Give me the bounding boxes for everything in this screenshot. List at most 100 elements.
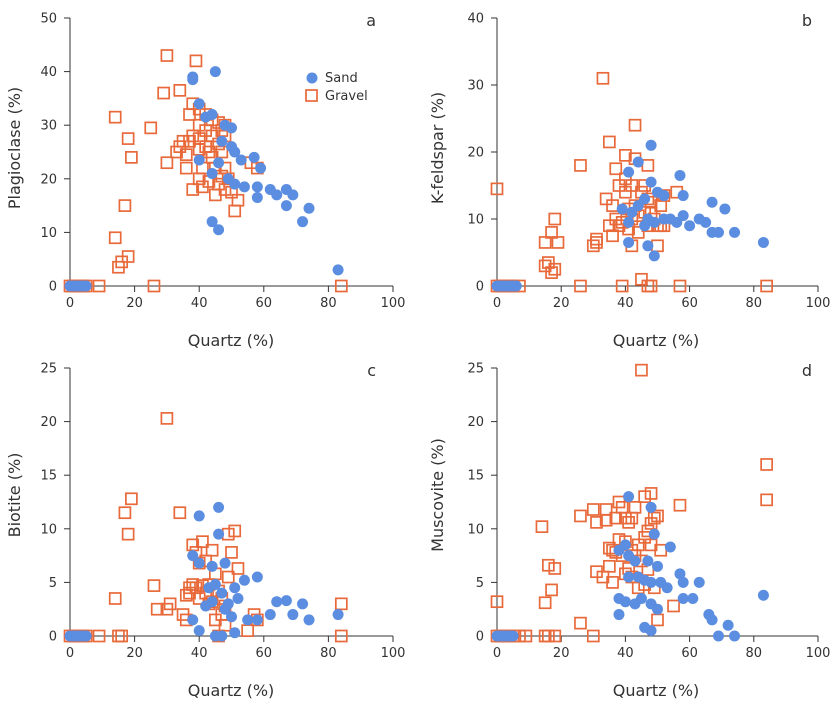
panel-a-gravel-point <box>186 129 200 143</box>
panel-a-y-tick-label: 30 <box>40 119 57 134</box>
panel-a-gravel-point <box>179 148 193 162</box>
panel-a-sand-point <box>332 264 344 276</box>
panel-b-x-tick-label: 0 <box>493 296 501 311</box>
panel-a-sand-point <box>209 66 221 78</box>
panel-a-x-tick-label: 0 <box>66 296 74 311</box>
panel-c-gravel-point <box>334 597 348 611</box>
panel-c-x-tick-label: 40 <box>191 646 208 661</box>
panel-d-sand-point <box>623 491 635 503</box>
panel-a-y-tick-label: 10 <box>40 226 57 241</box>
panel-b-gravel-point <box>602 219 616 233</box>
panel-d-sand-point <box>629 555 641 567</box>
panel-c-sand-point <box>193 625 205 637</box>
panel-d-sand-point <box>619 596 631 608</box>
panel-c-gravel-point <box>225 546 238 559</box>
panel-c-gravel-point <box>218 618 232 632</box>
panel-c-sand-point <box>193 557 205 569</box>
panel-d-x-tick-label: 20 <box>553 646 570 661</box>
panel-c-sand-point <box>226 611 237 623</box>
panel-d-x-tick-label: 40 <box>617 646 634 661</box>
panel-d-x-tick-label: 60 <box>681 646 698 661</box>
panel-d-gravel-point <box>760 493 773 507</box>
panel-d-sand-point <box>619 539 631 551</box>
panel-c-x-tick-label: 0 <box>66 646 74 661</box>
panel-a-x-axis-title: Quartz (%) <box>188 331 275 350</box>
panel-b-sand-point <box>632 156 644 168</box>
panel-d-gravel-point <box>538 596 552 610</box>
panel-c-sand-point <box>232 592 244 604</box>
panel-a-sand-point <box>271 189 283 201</box>
panel-c-sand-point <box>280 595 292 607</box>
panel-b-sand-point <box>712 226 724 238</box>
panel-a-gravel-point <box>334 279 348 293</box>
panel-d-gravel-point <box>625 511 639 525</box>
panel-c-sand-point <box>206 560 218 572</box>
panel-d-gravel-point <box>590 516 603 529</box>
panel-b-sand-point <box>623 166 635 178</box>
panel-c-sand-point <box>287 609 299 621</box>
panel-b-gravel-point <box>673 279 687 293</box>
panel-a-gravel-point <box>189 54 203 68</box>
panel-b-gravel-point <box>654 199 668 212</box>
panel-b-y-tick-label: 0 <box>476 280 484 295</box>
panel-c-sand-point <box>216 587 228 599</box>
panel-b-gravel-point <box>612 179 626 192</box>
panel-a-sand-point <box>251 181 263 193</box>
panel-c-gravel-point <box>92 629 106 643</box>
panel-d-sand-point <box>664 541 676 553</box>
panel-d-sand-point <box>729 630 741 642</box>
panel-b-gravel-point <box>586 239 600 253</box>
panel-b-gravel-point <box>606 199 619 212</box>
panel-c-sand-point <box>264 609 276 621</box>
panel-c-gravel-point <box>150 602 164 616</box>
panel-b-sand-point <box>623 216 635 228</box>
panel-b-gravel-point <box>631 226 645 239</box>
panel-a-gravel-point <box>173 84 187 97</box>
panel-a-sand-point <box>206 216 218 228</box>
panel-b-gravel-point <box>641 159 655 172</box>
panel-b-gravel-point <box>590 236 603 249</box>
panel-a-sand-point <box>248 151 260 163</box>
panel-a-gravel-point <box>144 121 158 135</box>
panel-d-gravel-point <box>599 513 613 527</box>
panel-b-sand-point <box>700 216 712 228</box>
panel-b-gravel-point <box>545 266 558 279</box>
panel-b-gravel-point <box>606 229 619 243</box>
panel-a-gravel-point <box>125 151 138 164</box>
panel-a-gravel-point <box>186 183 200 196</box>
panel-b-gravel-point <box>760 279 773 293</box>
panel-b-sand-point <box>648 250 660 262</box>
panel-d-gravel-point <box>673 498 687 512</box>
panel-b-gravel-point <box>590 232 603 246</box>
panel-b-y-tick-label: 10 <box>467 213 484 228</box>
panel-b-sand-point <box>677 210 689 222</box>
panel-b-gravel-point <box>635 272 648 286</box>
panel-d-gravel-point <box>602 559 616 573</box>
panel-b-gravel-point <box>542 256 555 269</box>
panel-d-sand-point <box>674 568 686 580</box>
panel-c-sand-point <box>216 630 228 642</box>
panel-c-sand-point <box>242 614 254 626</box>
panel-c-gravel-point <box>186 578 200 591</box>
panel-c-sand-point <box>193 510 205 522</box>
panel-c-sand-point <box>271 596 283 608</box>
panel-b-gravel-point <box>619 149 632 162</box>
panel-c-sand-point <box>229 627 241 639</box>
panel-b-gravel-point <box>609 212 623 226</box>
panel-c-gravel-point <box>228 524 242 538</box>
panel-a-gravel-point <box>92 279 106 293</box>
panel-b-gravel-point <box>651 239 664 253</box>
panel-b-x-tick-label: 60 <box>681 296 698 311</box>
panel-d-sand-point <box>635 592 647 604</box>
panel-c-gravel-point <box>179 588 193 602</box>
panel-d-y-tick-label: 10 <box>467 522 484 537</box>
panel-d-y-tick-label: 5 <box>476 576 484 591</box>
panel-c-x-axis-title: Quartz (%) <box>188 681 275 700</box>
panel-d-sand-point <box>677 592 689 604</box>
panel-b-sand-point <box>510 280 522 292</box>
panel-a-y-tick-label: 20 <box>40 172 57 187</box>
panel-b-sand-point <box>645 139 657 151</box>
panel-b-gravel-point <box>551 236 565 249</box>
panel-c-gravel-point <box>231 562 245 575</box>
panel-b-x-tick-label: 40 <box>617 296 634 311</box>
